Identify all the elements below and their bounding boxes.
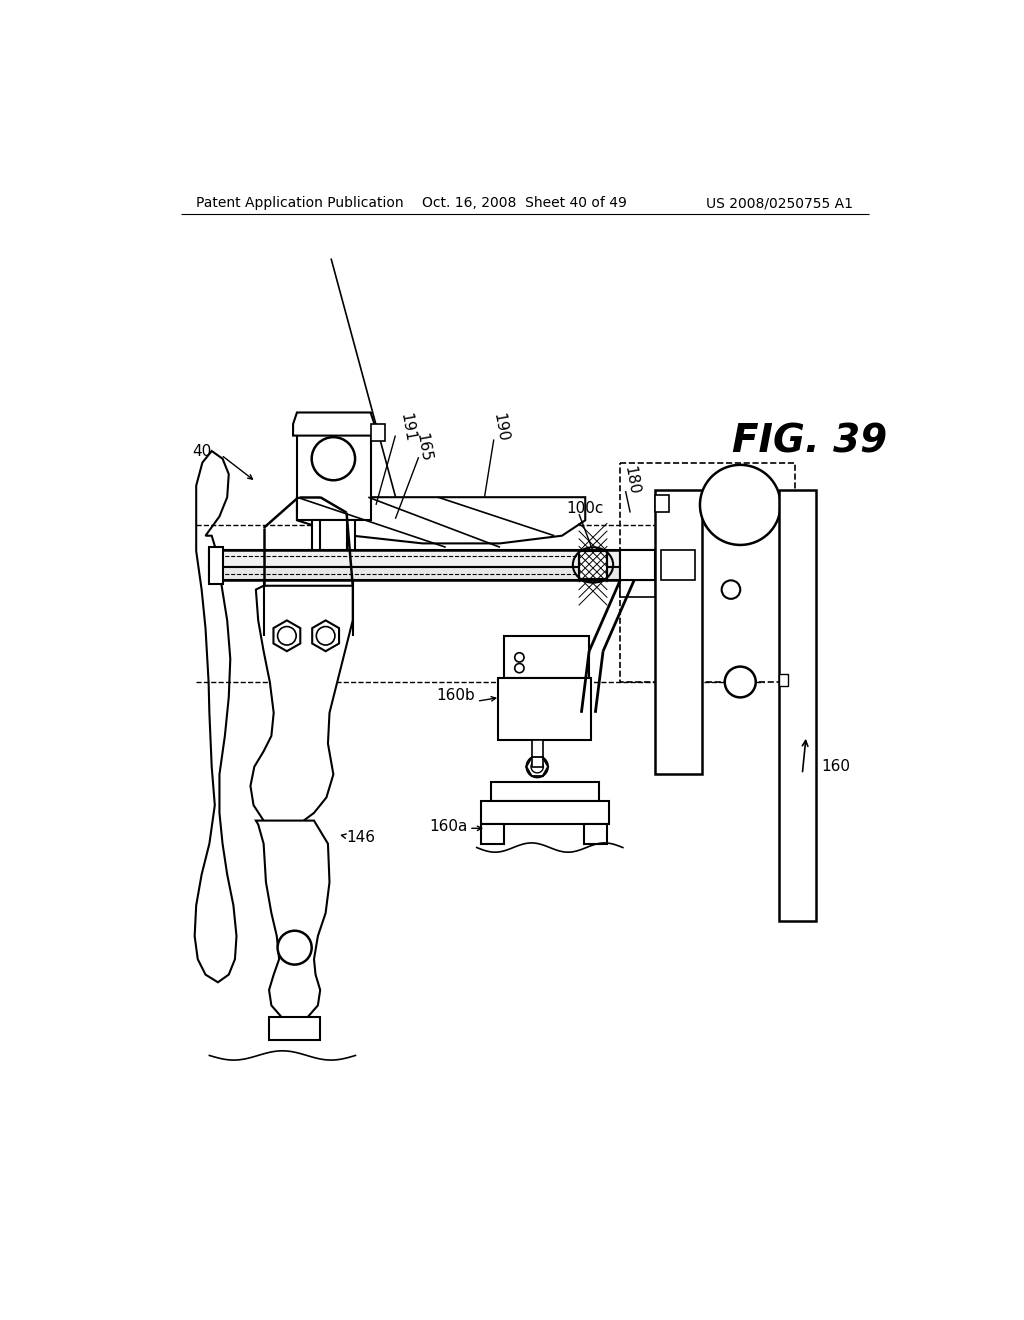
Text: 100c: 100c <box>566 502 603 516</box>
Bar <box>579 552 607 578</box>
Polygon shape <box>297 498 586 544</box>
Polygon shape <box>195 451 237 982</box>
Polygon shape <box>312 620 339 651</box>
Bar <box>297 412 371 520</box>
Text: 180: 180 <box>622 465 641 496</box>
Bar <box>531 739 543 767</box>
Text: 160b: 160b <box>436 688 475 702</box>
Bar <box>490 781 599 801</box>
Circle shape <box>278 627 296 645</box>
Bar <box>579 552 607 578</box>
Polygon shape <box>273 620 300 651</box>
Polygon shape <box>251 586 352 829</box>
Circle shape <box>515 664 524 673</box>
Circle shape <box>515 653 524 663</box>
Circle shape <box>278 931 311 965</box>
Bar <box>655 490 701 775</box>
Text: 165: 165 <box>414 432 433 463</box>
Bar <box>779 490 816 921</box>
Circle shape <box>700 465 780 545</box>
Bar <box>621 581 655 597</box>
Circle shape <box>316 627 335 645</box>
Bar <box>209 566 621 581</box>
Bar <box>655 495 669 512</box>
Bar <box>480 825 504 843</box>
Bar <box>779 675 788 686</box>
Bar <box>499 678 592 739</box>
Polygon shape <box>256 821 330 1020</box>
Text: FIG. 39: FIG. 39 <box>732 422 888 461</box>
Polygon shape <box>293 412 375 436</box>
Bar <box>312 520 355 554</box>
Text: US 2008/0250755 A1: US 2008/0250755 A1 <box>707 197 853 210</box>
Text: 191: 191 <box>397 412 418 444</box>
Bar <box>621 462 795 682</box>
Text: 160a: 160a <box>429 820 467 834</box>
Bar <box>504 636 589 678</box>
Bar <box>209 548 222 585</box>
Text: 40: 40 <box>193 444 212 458</box>
Bar <box>371 424 385 441</box>
Bar <box>662 549 695 581</box>
Bar <box>621 549 655 581</box>
Bar <box>480 801 608 825</box>
Text: 146: 146 <box>346 830 376 845</box>
Circle shape <box>725 667 756 697</box>
Bar <box>584 825 607 843</box>
Circle shape <box>722 581 740 599</box>
Circle shape <box>531 760 544 774</box>
Circle shape <box>526 756 548 777</box>
Text: Oct. 16, 2008  Sheet 40 of 49: Oct. 16, 2008 Sheet 40 of 49 <box>422 197 628 210</box>
Text: Patent Application Publication: Patent Application Publication <box>197 197 403 210</box>
Bar <box>209 549 621 566</box>
Text: 190: 190 <box>490 412 511 444</box>
Text: 160: 160 <box>821 759 851 775</box>
Bar <box>269 1016 321 1040</box>
Circle shape <box>311 437 355 480</box>
